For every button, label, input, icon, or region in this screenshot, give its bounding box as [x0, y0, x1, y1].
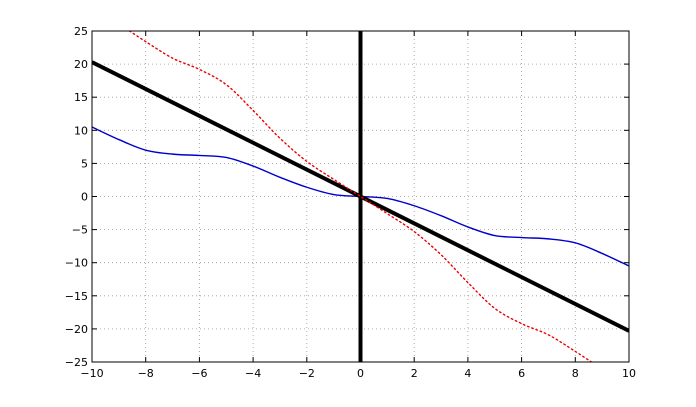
y-tick-label: −25 [65, 356, 88, 369]
x-tick-label: 0 [357, 367, 364, 380]
series-line-thick [92, 60, 629, 333]
x-tick-label: 6 [518, 367, 525, 380]
x-tick-label: −6 [191, 367, 207, 380]
y-tick-label: −20 [65, 323, 88, 336]
x-tick-label: 8 [572, 367, 579, 380]
y-tick-labels: −25 −20 −15 −10 −5 0 5 10 15 20 25 [65, 25, 88, 369]
x-tick-label: −2 [299, 367, 315, 380]
series-group [92, 31, 629, 362]
tick-marks [91, 30, 630, 363]
y-tick-label: −5 [72, 224, 88, 237]
x-tick-label: 2 [411, 367, 418, 380]
y-tick-label: −10 [65, 257, 88, 270]
x-tick-label: −8 [138, 367, 154, 380]
y-tick-label: 20 [74, 58, 88, 71]
y-tick-label: 15 [74, 91, 88, 104]
y-tick-label: 10 [74, 124, 88, 137]
x-tick-label: 10 [622, 367, 636, 380]
y-tick-label: −15 [65, 290, 88, 303]
x-tick-label: −10 [80, 367, 103, 380]
y-tick-label: 5 [81, 157, 88, 170]
x-tick-label: 4 [464, 367, 471, 380]
y-tick-label: 25 [74, 25, 88, 38]
y-tick-label: 0 [81, 191, 88, 204]
x-tick-label: −4 [245, 367, 261, 380]
x-tick-labels: −10 −8 −6 −4 −2 0 2 4 6 8 10 [80, 367, 636, 380]
